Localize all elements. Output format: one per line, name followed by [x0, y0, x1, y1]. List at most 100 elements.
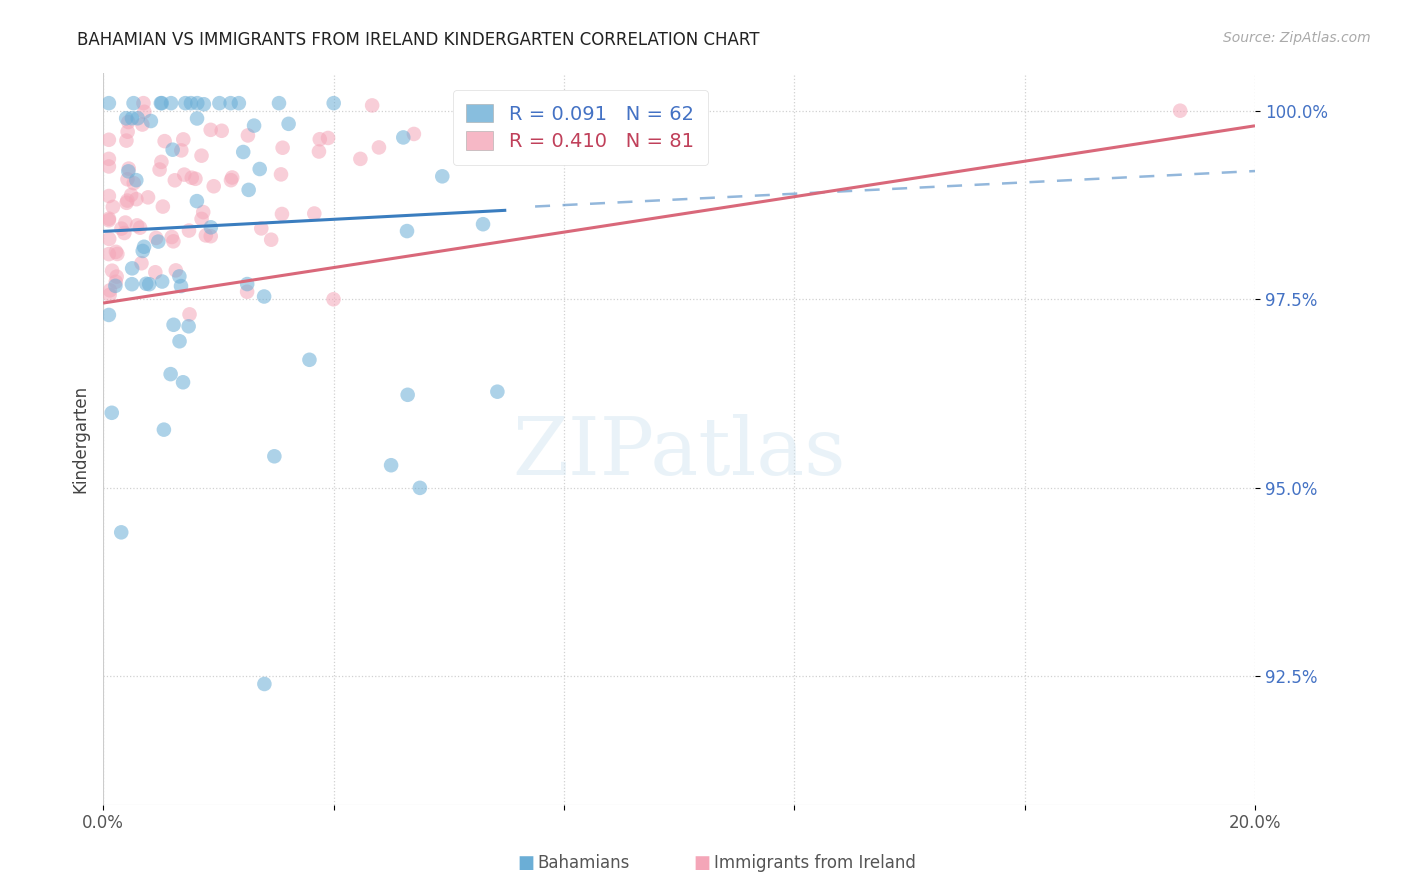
- Point: [101, 263, 124, 277]
- Point: [169, 269, 191, 284]
- Point: [432, 169, 454, 184]
- Point: [100, 406, 122, 420]
- Point: [243, 119, 266, 133]
- Point: [105, 247, 128, 261]
- Point: [472, 217, 495, 231]
- Point: [267, 96, 290, 111]
- Point: [153, 134, 176, 148]
- Text: Immigrants from Ireland: Immigrants from Ireland: [714, 855, 917, 872]
- Text: ZIPatlas: ZIPatlas: [512, 415, 846, 492]
- Point: [160, 230, 183, 244]
- Point: [98, 284, 121, 298]
- Point: [97, 96, 120, 111]
- Point: [98, 232, 121, 246]
- Point: [190, 211, 212, 226]
- Point: [112, 226, 135, 240]
- Point: [105, 269, 128, 284]
- Point: [165, 263, 187, 277]
- Point: [190, 149, 212, 163]
- Point: [193, 97, 215, 112]
- Point: [396, 388, 419, 402]
- Point: [308, 132, 330, 146]
- Point: [115, 134, 138, 148]
- Point: [160, 96, 183, 111]
- Text: ■: ■: [517, 855, 534, 872]
- Text: Source: ZipAtlas.com: Source: ZipAtlas.com: [1223, 31, 1371, 45]
- Point: [1168, 103, 1191, 118]
- Point: [186, 96, 208, 111]
- Point: [104, 244, 127, 259]
- Point: [316, 131, 339, 145]
- Point: [121, 112, 143, 126]
- Point: [219, 173, 242, 187]
- Point: [162, 143, 184, 157]
- Point: [200, 220, 222, 235]
- Point: [260, 233, 283, 247]
- Point: [118, 161, 141, 176]
- Point: [304, 206, 326, 220]
- Point: [263, 450, 285, 464]
- Point: [150, 154, 173, 169]
- Point: [368, 140, 391, 154]
- Point: [127, 112, 149, 126]
- Point: [249, 161, 271, 176]
- Point: [132, 96, 155, 111]
- Point: [152, 200, 174, 214]
- Point: [132, 240, 155, 254]
- Point: [145, 231, 167, 245]
- Point: [153, 423, 176, 437]
- Point: [236, 277, 259, 291]
- Point: [101, 200, 124, 214]
- Point: [221, 170, 243, 185]
- Point: [122, 96, 145, 111]
- Y-axis label: Kindergarten: Kindergarten: [72, 384, 89, 493]
- Point: [117, 194, 139, 208]
- Legend: R = 0.091   N = 62, R = 0.410   N = 81: R = 0.091 N = 62, R = 0.410 N = 81: [453, 90, 707, 165]
- Point: [202, 179, 225, 194]
- Point: [159, 367, 181, 381]
- Point: [298, 352, 321, 367]
- Point: [120, 188, 142, 202]
- Point: [170, 279, 193, 293]
- Point: [172, 376, 194, 390]
- Point: [180, 170, 202, 185]
- Point: [138, 277, 160, 292]
- Point: [349, 152, 371, 166]
- Point: [180, 96, 202, 111]
- Point: [110, 221, 132, 235]
- Point: [97, 308, 120, 322]
- Point: [135, 277, 157, 291]
- Point: [132, 244, 155, 258]
- Text: Bahamians: Bahamians: [537, 855, 630, 872]
- Point: [131, 118, 153, 132]
- Point: [162, 235, 184, 249]
- Point: [97, 247, 120, 261]
- Point: [149, 162, 172, 177]
- Point: [125, 173, 148, 187]
- Point: [322, 293, 344, 307]
- Point: [97, 133, 120, 147]
- Point: [97, 160, 120, 174]
- Point: [125, 192, 148, 206]
- Point: [97, 211, 120, 226]
- Point: [121, 261, 143, 276]
- Point: [193, 205, 215, 219]
- Point: [322, 96, 344, 111]
- Point: [395, 224, 418, 238]
- Point: [208, 96, 231, 111]
- Point: [125, 219, 148, 233]
- Point: [250, 221, 273, 235]
- Point: [97, 189, 120, 203]
- Text: ■: ■: [693, 855, 710, 872]
- Point: [236, 285, 259, 299]
- Point: [402, 127, 425, 141]
- Point: [211, 124, 233, 138]
- Point: [200, 229, 222, 244]
- Point: [186, 194, 208, 208]
- Point: [163, 173, 186, 187]
- Point: [486, 384, 509, 399]
- Point: [117, 125, 139, 139]
- Point: [173, 168, 195, 182]
- Point: [219, 96, 242, 111]
- Point: [97, 213, 120, 227]
